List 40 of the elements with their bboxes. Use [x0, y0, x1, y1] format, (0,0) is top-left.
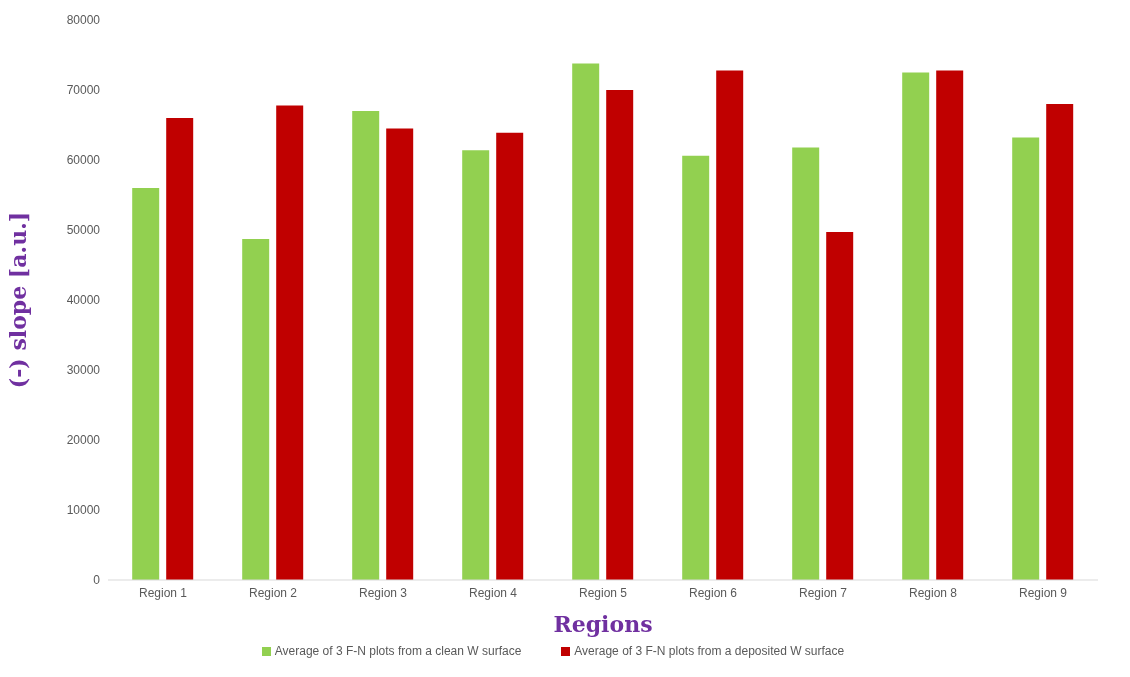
y-axis-title: (-) slope [a.u.] [4, 211, 31, 389]
bar [936, 70, 964, 580]
bar [902, 72, 930, 580]
x-tick-label: Region 1 [138, 585, 188, 600]
bar [792, 147, 820, 580]
bar [352, 111, 380, 580]
y-tick-label: 60000 [66, 153, 101, 168]
y-tick-label: 80000 [66, 13, 101, 28]
x-tick-label: Region 5 [578, 585, 628, 600]
bar [1012, 137, 1040, 580]
y-tick-label: 50000 [66, 223, 101, 238]
legend-label: Average of 3 F-N plots from a clean W surface [274, 644, 522, 658]
bar [606, 90, 634, 580]
y-tick-label: 10000 [66, 503, 101, 518]
bar [386, 128, 414, 580]
y-tick-label: 40000 [66, 293, 101, 308]
bar [716, 70, 744, 580]
legend-label: Average of 3 F-N plots from a deposited W surface [574, 644, 845, 658]
bar [132, 188, 160, 580]
x-tick-label: Region 2 [248, 585, 298, 600]
x-tick-label: Region 4 [468, 585, 518, 600]
bar [572, 63, 600, 580]
x-tick-label: Region 8 [908, 585, 958, 600]
x-tick-label: Region 7 [798, 585, 848, 600]
bar [276, 105, 304, 580]
bar [166, 118, 194, 580]
bar [682, 155, 710, 580]
x-tick-label: Region 3 [358, 585, 408, 600]
y-tick-label: 70000 [66, 83, 101, 98]
bar [1046, 104, 1074, 580]
bar [242, 239, 270, 580]
x-tick-label: Region 9 [1018, 585, 1068, 600]
y-tick-label: 30000 [66, 363, 101, 378]
bar [826, 232, 854, 580]
y-tick-label: 20000 [66, 433, 101, 448]
bar [462, 150, 490, 580]
x-tick-label: Region 6 [688, 585, 738, 600]
x-axis-title: Regions [553, 611, 653, 637]
bar [496, 132, 524, 580]
y-tick-label: 0 [93, 573, 101, 588]
